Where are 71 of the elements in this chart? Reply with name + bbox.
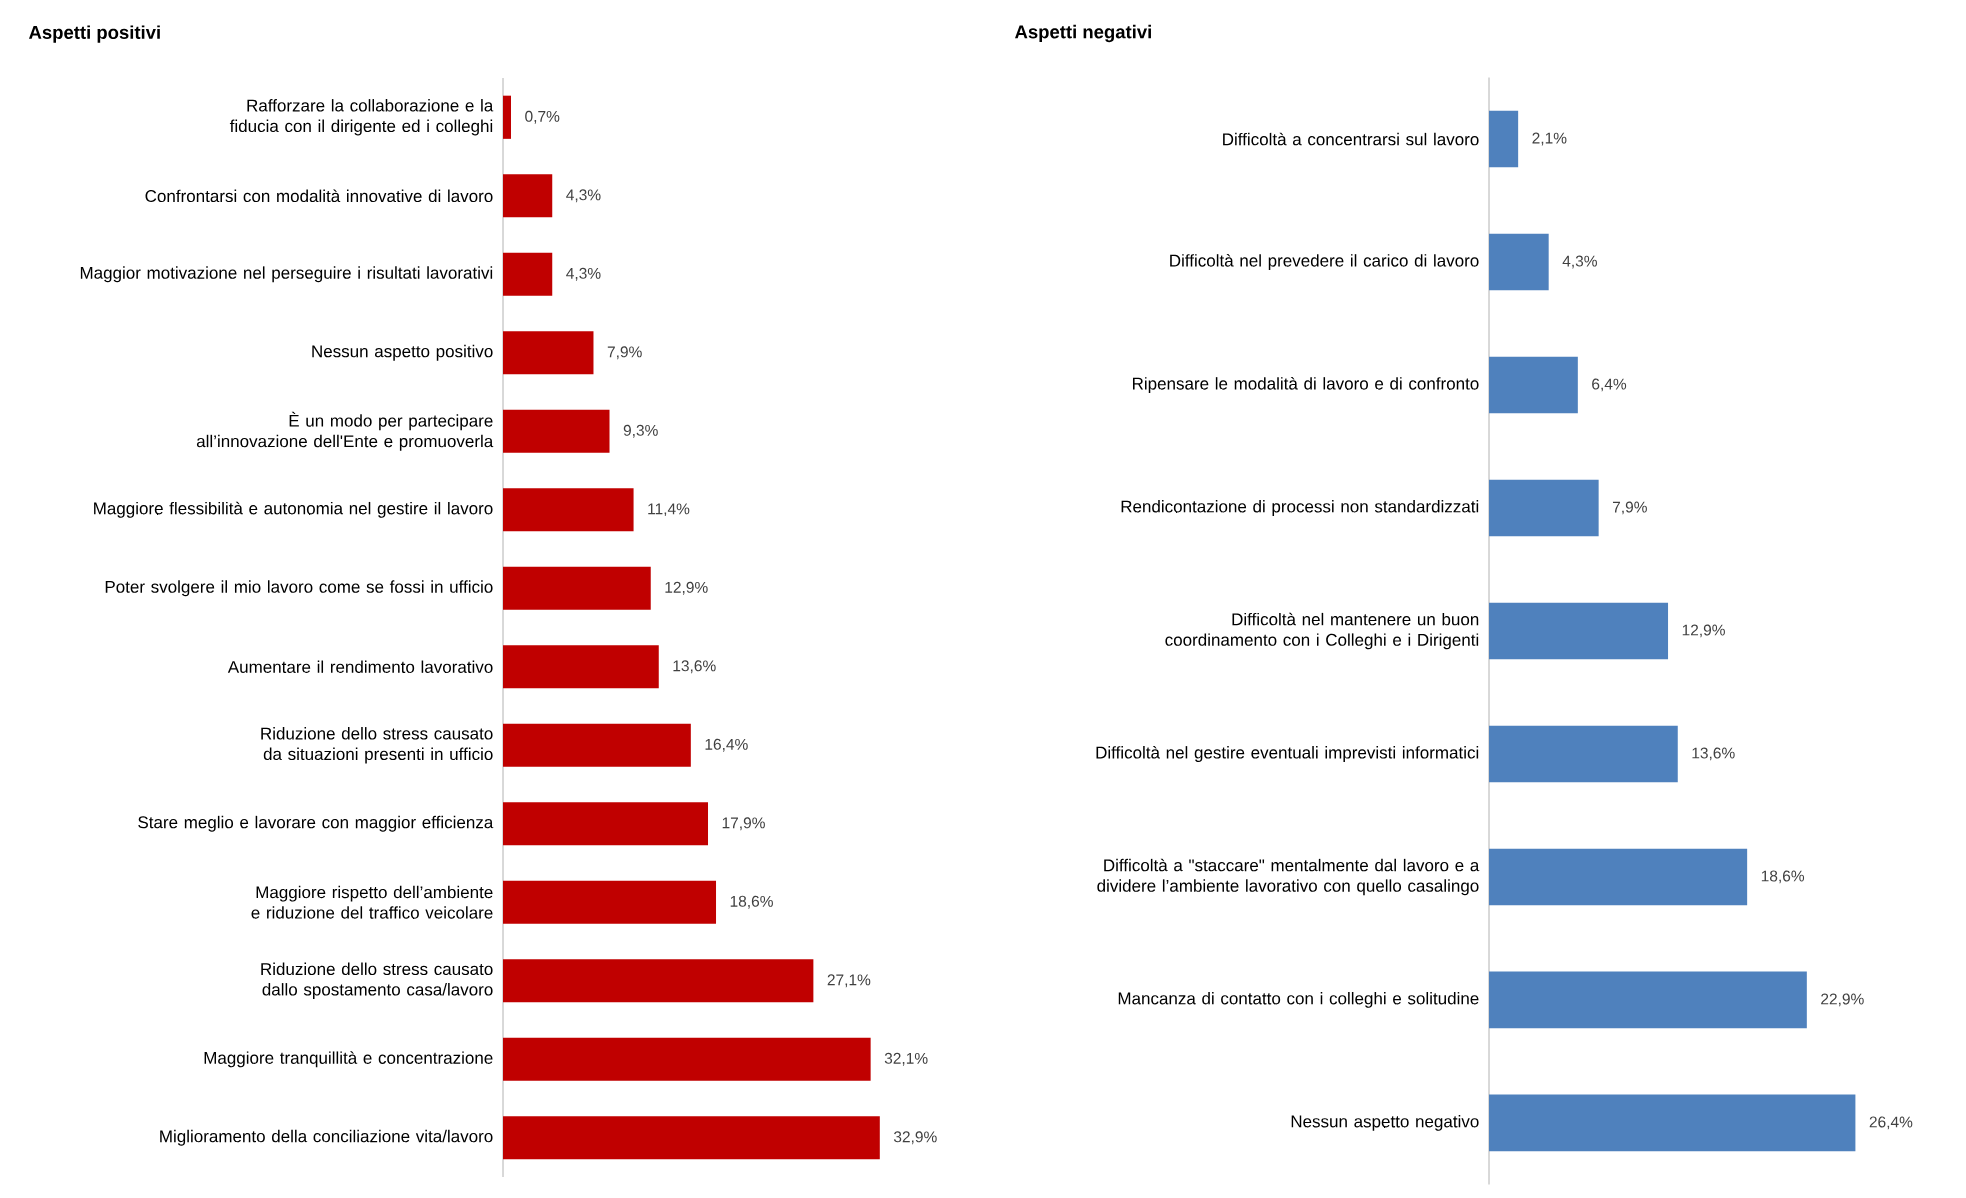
y-tick-label: Maggiore rispetto dell’ambiente e riduzione del traffico veicolare — [251, 885, 493, 919]
bar — [503, 95, 512, 139]
bar — [1489, 971, 1807, 1029]
y-tick-label: Difficoltà nel prevedere il carico di lavoro — [1170, 253, 1479, 271]
bar — [1489, 356, 1578, 414]
data-label: 4,3% — [566, 267, 601, 281]
data-label: 6,4% — [1592, 378, 1627, 392]
y-tick-label: Difficoltà a concentrarsi sul lavoro — [1223, 132, 1479, 146]
data-label: 27,1% — [827, 974, 871, 988]
bar — [503, 1037, 871, 1081]
bar — [503, 802, 709, 846]
data-label: 26,4% — [1869, 1116, 1913, 1130]
bar — [503, 645, 659, 689]
data-label: 16,4% — [705, 738, 748, 752]
y-tick-label: Miglioramento della conciliazione vita/lavoro — [160, 1129, 493, 1146]
data-label: 12,9% — [1682, 624, 1725, 638]
data-label: 2,1% — [1532, 132, 1567, 146]
data-label: 9,3% — [623, 424, 658, 438]
y-tick-label: Nessun aspetto positivo — [312, 344, 493, 361]
data-label: 12,9% — [665, 581, 708, 595]
data-label: 17,9% — [722, 817, 765, 831]
y-tick-label: Rafforzare la collaborazione e la fiducia con il dirigente ed i colleghi — [229, 99, 494, 136]
y-tick-label: Riduzione dello stress causato da situazioni presenti in ufficio — [261, 727, 493, 764]
bar — [1489, 233, 1549, 291]
y-tick-label: Maggior motivazione nel perseguire i risultati lavorativi — [80, 266, 493, 283]
bar — [503, 959, 814, 1003]
bar — [1489, 725, 1678, 783]
data-label: 7,9% — [607, 346, 642, 360]
y-tick-label: Difficoltà a "staccare" mentalmente dal lavoro e a dividere l’ambiente lavorativo con quello casalingo — [1097, 858, 1480, 896]
bar — [1489, 1094, 1856, 1152]
data-label: 7,9% — [1612, 501, 1647, 515]
bar — [503, 488, 634, 532]
data-label: 22,9% — [1821, 993, 1864, 1007]
bar — [1489, 848, 1748, 906]
data-label: 18,6% — [1761, 870, 1805, 884]
data-label: 4,3% — [566, 189, 601, 203]
text: Aspetti negativi — [1014, 24, 1151, 43]
bar — [503, 409, 610, 453]
data-label: 18,6% — [730, 895, 773, 909]
y-tick-label: Mancanza di contatto con i colleghi e solitudine — [1118, 991, 1479, 1008]
y-tick-label: Aumentare il rendimento lavorativo — [227, 660, 493, 673]
y-tick-label: Maggiore flessibilità e autonomia nel gestire il lavoro — [94, 501, 493, 518]
bar — [503, 880, 717, 924]
y-tick-label: Ripensare le modalità di lavoro e di confronto — [1132, 376, 1479, 393]
data-label: 4,3% — [1562, 255, 1597, 269]
data-label: 13,6% — [673, 660, 716, 674]
data-label: 32,9% — [893, 1131, 937, 1145]
bar — [503, 331, 594, 375]
bar — [503, 566, 651, 610]
bar — [503, 252, 553, 296]
bar — [503, 1116, 880, 1160]
y-tick-label: Stare meglio e lavorare con maggior efficienza — [138, 815, 494, 832]
y-tick-label: Nessun aspetto negativo — [1291, 1114, 1479, 1131]
bar — [503, 723, 691, 767]
y-tick-label: Difficoltà nel mantenere un buon coordinamento con i Colleghi e i Dirigenti — [1165, 612, 1479, 650]
data-label: 13,6% — [1692, 747, 1735, 761]
y-tick-label: Difficoltà nel gestire eventuali imprevisti informatici — [1096, 745, 1479, 762]
data-label: 11,4% — [648, 503, 690, 517]
data-label: 0,7% — [525, 110, 560, 124]
text: Aspetti positivi — [28, 25, 160, 43]
y-tick-label: Confrontarsi con modalità innovative di lavoro — [145, 189, 493, 203]
y-tick-label: Maggiore tranquillità e concentrazione — [204, 1051, 493, 1068]
bar — [1489, 479, 1599, 537]
bar — [1489, 110, 1519, 168]
bar — [503, 174, 553, 218]
y-tick-label: Poter svolgere il mio lavoro come se fossi in ufficio — [105, 580, 493, 597]
y-tick-label: Riduzione dello stress causato dallo spostamento casa/lavoro — [261, 962, 493, 999]
y-tick-label: Rendicontazione di processi non standardizzati — [1121, 500, 1479, 516]
data-label: 32,1% — [884, 1052, 928, 1066]
bar — [1489, 602, 1669, 660]
y-tick-label: È un modo per partecipare all’innovazione dell'Ente e promuoverla — [196, 411, 494, 451]
